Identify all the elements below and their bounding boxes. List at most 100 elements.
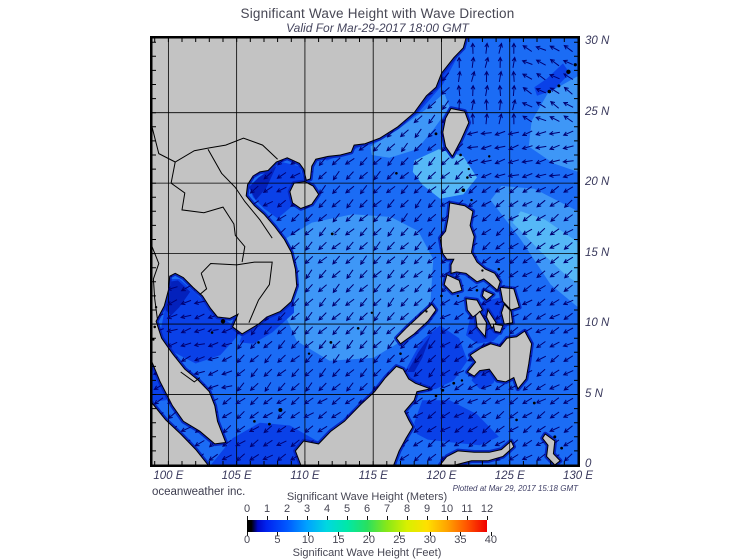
feet-tick-mark — [490, 532, 492, 536]
small-island — [481, 269, 484, 272]
meter-tick-label: 6 — [363, 503, 371, 515]
small-island — [278, 408, 283, 413]
small-island — [515, 418, 518, 422]
country-border — [170, 161, 246, 263]
small-island — [547, 89, 552, 94]
small-island — [370, 311, 374, 315]
feet-tick-mark — [429, 532, 431, 536]
feet-tick-label: 40 — [484, 534, 497, 546]
x-axis-label: 125 E — [494, 470, 525, 482]
small-island — [425, 310, 428, 313]
small-island — [475, 288, 479, 292]
y-axis-label: 30 N — [585, 35, 610, 48]
small-island — [399, 352, 402, 355]
small-island — [452, 381, 456, 385]
x-axis-label: 115 E — [358, 470, 388, 482]
meter-tick-mark — [267, 516, 268, 520]
colorbar-title-feet: Significant Wave Height (Feet) — [292, 547, 442, 559]
small-island — [532, 401, 536, 405]
small-island — [573, 63, 577, 67]
country-border — [200, 261, 273, 323]
meter-tick-label: 3 — [303, 503, 311, 515]
meter-tick-mark — [467, 516, 468, 520]
feet-tick-mark — [368, 532, 370, 536]
wave-height-map — [150, 36, 580, 467]
y-axis-label: 25 N — [585, 105, 610, 118]
feet-tick-mark — [247, 532, 248, 536]
meter-tick-label: 7 — [383, 503, 391, 515]
meter-tick-mark — [307, 516, 308, 520]
feet-tick-label: 15 — [332, 534, 345, 546]
feet-tick-mark — [399, 532, 401, 536]
small-island — [557, 84, 561, 88]
valid-time-subtitle: Valid For Mar-29-2017 18:00 GMT — [286, 21, 469, 35]
y-axis-label: 20 N — [585, 176, 610, 189]
meter-tick-mark — [367, 516, 368, 520]
plotted-timestamp: Plotted at Mar 29, 2017 15:18 GMT — [452, 484, 578, 493]
small-island — [497, 267, 501, 271]
feet-tick-label: 0 — [243, 534, 251, 546]
meter-tick-mark — [347, 516, 348, 520]
feet-tick-label: 25 — [393, 534, 406, 546]
meter-tick-label: 8 — [403, 503, 411, 515]
land-masbate — [481, 289, 495, 301]
y-axis-label: 5 N — [585, 387, 603, 400]
wave-height-contour — [534, 63, 570, 96]
small-island — [470, 198, 473, 202]
small-island — [434, 132, 438, 136]
meter-tick-label: 2 — [283, 503, 291, 515]
meter-tick-mark — [247, 516, 248, 520]
meter-tick-label: 12 — [480, 503, 494, 515]
x-axis-label: 110 E — [290, 470, 320, 482]
meter-tick-mark — [447, 516, 448, 520]
country-border — [207, 149, 273, 239]
small-island — [257, 341, 260, 344]
small-island — [553, 435, 557, 439]
feet-tick-mark — [277, 532, 279, 536]
page-title: Significant Wave Height with Wave Direct… — [240, 6, 515, 21]
country-border — [199, 273, 208, 295]
land-asia-mainland — [151, 37, 467, 445]
small-island — [152, 338, 155, 341]
small-island — [460, 379, 464, 382]
meter-tick-mark — [287, 516, 288, 520]
oceanweather-credit: oceanweather inc. — [152, 486, 246, 498]
degree-ticks — [152, 38, 579, 466]
x-axis-label: 105 E — [221, 470, 252, 482]
land-taiwan — [442, 107, 470, 158]
small-island — [566, 69, 571, 75]
meter-tick-label: 11 — [461, 503, 473, 515]
land-mindanao — [466, 330, 533, 390]
wave-height-contour — [412, 149, 477, 199]
feet-tick-mark — [338, 532, 340, 536]
small-island — [268, 422, 271, 426]
small-island — [461, 188, 466, 192]
feet-tick-label: 10 — [301, 534, 315, 546]
map-frame — [150, 36, 580, 467]
small-island — [253, 420, 256, 423]
colorbar-gradient — [247, 520, 487, 532]
small-island — [220, 319, 226, 324]
small-island — [459, 153, 462, 157]
meter-tick-label: 1 — [263, 503, 271, 515]
feet-tick-label: 20 — [362, 534, 376, 546]
meter-tick-mark — [407, 516, 408, 520]
small-island — [356, 327, 360, 330]
small-island — [467, 167, 470, 171]
wave-height-contour — [239, 290, 294, 344]
y-axis-label: 15 N — [585, 246, 610, 259]
x-axis-label: 120 E — [426, 470, 457, 482]
small-island — [434, 394, 438, 398]
land-sulawesi-arm — [439, 440, 515, 466]
small-island — [441, 388, 445, 392]
meter-tick-mark — [327, 516, 328, 520]
feet-tick-label: 30 — [423, 534, 436, 546]
y-axis-label: 0 — [585, 458, 592, 470]
meter-tick-label: 5 — [343, 503, 351, 515]
x-axis-label: 130 E — [562, 470, 594, 482]
wave-height-contour — [370, 93, 450, 158]
colorbar-title-meters: Significant Wave Height (Meters) — [286, 491, 448, 503]
land-mindoro — [443, 274, 463, 294]
feet-tick-mark — [307, 532, 309, 536]
